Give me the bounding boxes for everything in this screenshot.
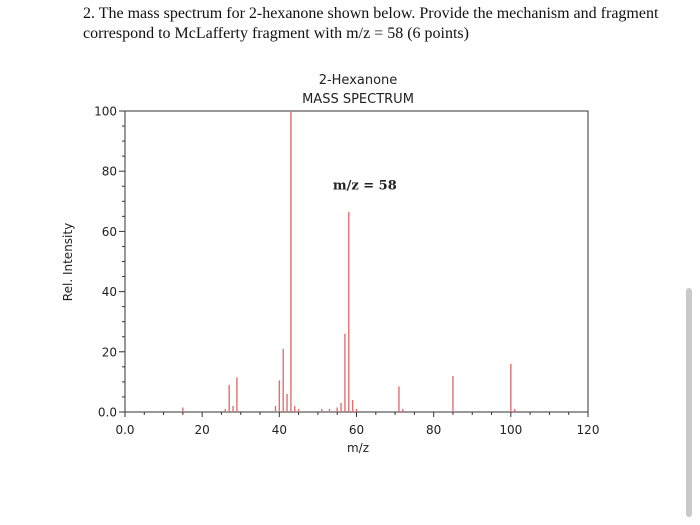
scrollbar[interactable] — [686, 288, 692, 517]
y-tick-label: 20 — [102, 345, 117, 359]
x-axis-label: m/z — [347, 441, 369, 455]
plot-frame — [124, 110, 589, 413]
x-tick-label: 100 — [499, 423, 522, 437]
x-tick-label: 60 — [349, 423, 364, 437]
peak-annotation: m/z = 58 — [333, 178, 397, 193]
y-tick-label: 80 — [102, 165, 117, 179]
chart-subtitle: MASS SPECTRUM — [302, 92, 414, 107]
x-tick-label: 120 — [577, 423, 600, 437]
x-tick-label: 40 — [272, 423, 287, 437]
x-axis: 0.0 20 40 60 80 100 120 — [115, 412, 599, 437]
question-line-1: 2. The mass spectrum for 2-hexanone show… — [83, 5, 659, 22]
y-tick-label: 100 — [94, 105, 117, 119]
x-tick-label: 20 — [195, 423, 210, 437]
chart-title: 2-Hexanone — [319, 73, 398, 88]
y-tick-label: 60 — [102, 225, 117, 239]
y-tick-label: 0.0 — [98, 406, 117, 420]
question-line-2: correspond to McLafferty fragment with m… — [83, 25, 469, 42]
peaks-group — [182, 111, 516, 412]
question-text: 2. The mass spectrum for 2-hexanone show… — [83, 4, 663, 44]
y-tick-label: 40 — [102, 285, 117, 299]
x-tick-label: 0.0 — [115, 423, 134, 437]
y-axis: 0.0 20 40 60 80 100 — [94, 105, 125, 420]
y-axis-label: Rel. Intensity — [61, 223, 75, 301]
x-tick-label: 80 — [426, 423, 441, 437]
